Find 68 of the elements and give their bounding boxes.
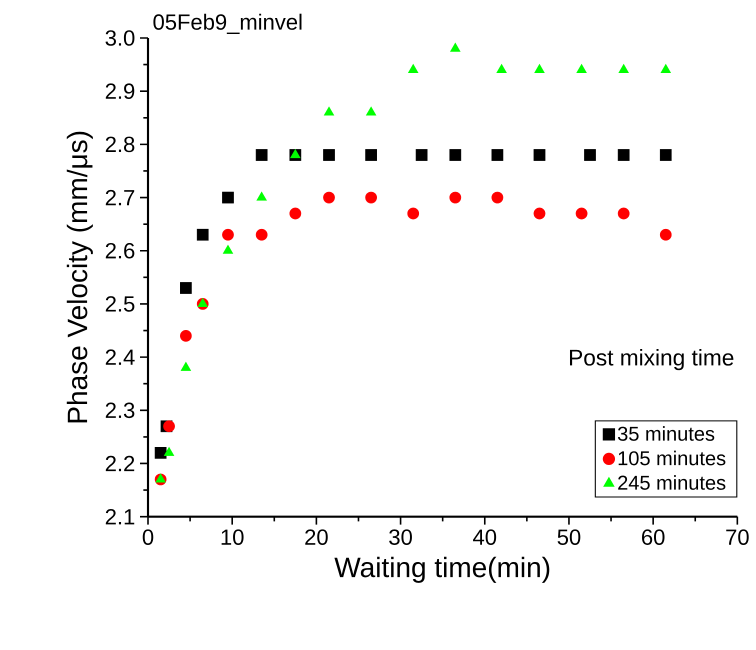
x-tick-label: 40: [473, 529, 496, 545]
x-tick-label: 60: [642, 529, 665, 545]
legend-label: 245 minutes: [618, 475, 726, 490]
point: [496, 64, 507, 73]
y-tick-label: 2.3: [106, 402, 134, 418]
point: [180, 362, 192, 371]
point: [450, 42, 460, 52]
point: [289, 208, 302, 220]
point: [618, 64, 629, 73]
point: [534, 208, 546, 220]
point: [449, 192, 462, 204]
point: [290, 149, 300, 158]
point: [366, 106, 376, 116]
point: [256, 192, 267, 201]
point: [618, 149, 630, 161]
x-tick-label: 20: [305, 529, 328, 545]
point: [256, 228, 268, 241]
point: [492, 192, 504, 204]
point: [163, 420, 175, 432]
point: [534, 149, 546, 161]
y-tick-label: 2.1: [106, 508, 134, 524]
y-tick-label: 2.4: [106, 349, 135, 365]
point: [660, 64, 671, 73]
point: [196, 228, 209, 241]
y-tick-label: 2.5: [106, 296, 134, 312]
y-tick-label: 2.8: [106, 136, 134, 152]
legend-label: 105 minutes: [618, 450, 726, 466]
x-tick-label: 70: [726, 529, 749, 545]
point: [584, 149, 596, 161]
point: [365, 149, 377, 161]
point: [407, 208, 420, 220]
legend-label: 35 minutes: [618, 426, 714, 441]
point: [576, 64, 587, 73]
point: [660, 149, 672, 161]
point: [618, 208, 630, 220]
x-tick-label: 0: [142, 529, 154, 545]
point: [222, 192, 234, 204]
point: [180, 330, 192, 342]
point: [156, 474, 166, 483]
point: [576, 208, 588, 220]
point: [198, 298, 208, 307]
point: [323, 192, 335, 204]
x-tick-label: 10: [222, 529, 244, 545]
y-axis-title: Phase Velocity (mm/μs): [66, 132, 93, 422]
y-tick-label: 2.7: [106, 190, 134, 206]
point: [660, 228, 672, 241]
y-tick-label: 2.6: [106, 242, 134, 259]
point: [408, 64, 418, 73]
y-tick-label: 3.0: [106, 30, 134, 46]
point: [416, 149, 428, 161]
x-tick-label: 50: [558, 529, 580, 545]
point: [222, 244, 234, 254]
chart-title: 05Feb9_minvel: [153, 14, 302, 34]
legend-title: Post mixing time: [570, 349, 734, 370]
point: [534, 64, 545, 73]
x-axis-title: Waiting time(min): [334, 556, 550, 583]
point: [449, 149, 462, 161]
y-tick-label: 2.9: [106, 83, 134, 99]
point: [365, 192, 377, 204]
x-tick-label: 30: [389, 529, 412, 545]
point: [154, 446, 166, 459]
y-tick-label: 2.2: [106, 456, 134, 472]
point: [323, 149, 335, 161]
point: [222, 228, 234, 241]
point: [180, 282, 192, 294]
point: [256, 149, 268, 161]
point: [492, 149, 504, 161]
point: [324, 106, 334, 116]
